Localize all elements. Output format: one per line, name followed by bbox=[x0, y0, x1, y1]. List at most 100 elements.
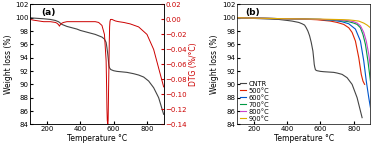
CNTR bbox=[311, 58, 316, 60]
Line: 600°C: 600°C bbox=[237, 18, 370, 108]
CNTR bbox=[293, 21, 297, 23]
CNTR bbox=[268, 18, 273, 20]
600°C bbox=[367, 97, 371, 99]
900°C bbox=[368, 27, 373, 29]
700°C bbox=[352, 22, 356, 24]
500°C bbox=[315, 19, 319, 21]
X-axis label: Temperature °C: Temperature °C bbox=[274, 135, 334, 144]
600°C bbox=[235, 17, 239, 19]
CNTR bbox=[318, 70, 323, 72]
900°C bbox=[302, 18, 306, 20]
700°C bbox=[355, 24, 359, 25]
800°C bbox=[251, 17, 256, 19]
600°C bbox=[361, 60, 366, 62]
800°C bbox=[352, 21, 356, 23]
900°C bbox=[332, 18, 336, 20]
Legend: CNTR, 500°C, 600°C, 700°C, 800°C, 900°C: CNTR, 500°C, 600°C, 700°C, 800°C, 900°C bbox=[239, 80, 270, 122]
700°C bbox=[363, 44, 368, 45]
800°C bbox=[368, 67, 373, 69]
800°C bbox=[235, 17, 239, 19]
900°C bbox=[352, 20, 356, 21]
600°C bbox=[332, 20, 336, 21]
Line: 800°C: 800°C bbox=[237, 18, 370, 68]
CNTR bbox=[321, 71, 326, 73]
500°C bbox=[328, 20, 333, 22]
700°C bbox=[251, 17, 256, 19]
CNTR bbox=[251, 18, 256, 19]
CNTR bbox=[340, 74, 344, 75]
CNTR bbox=[315, 70, 319, 72]
CNTR bbox=[332, 71, 336, 73]
800°C bbox=[302, 18, 306, 20]
Y-axis label: Weight loss (%): Weight loss (%) bbox=[3, 35, 12, 94]
500°C bbox=[353, 40, 358, 42]
CNTR bbox=[296, 22, 301, 23]
CNTR bbox=[314, 70, 319, 71]
Line: CNTR: CNTR bbox=[237, 18, 362, 118]
Y-axis label: DTG (%/°C): DTG (%/°C) bbox=[189, 43, 198, 86]
700°C bbox=[358, 27, 363, 29]
800°C bbox=[355, 22, 359, 24]
X-axis label: Temperature °C: Temperature °C bbox=[67, 135, 127, 144]
500°C bbox=[347, 27, 351, 29]
500°C bbox=[335, 22, 339, 23]
CNTR bbox=[312, 63, 316, 65]
700°C bbox=[347, 21, 351, 23]
600°C bbox=[251, 17, 256, 19]
800°C bbox=[318, 18, 323, 20]
800°C bbox=[268, 18, 273, 19]
900°C bbox=[340, 19, 344, 21]
600°C bbox=[318, 18, 323, 20]
900°C bbox=[356, 20, 361, 22]
800°C bbox=[332, 19, 336, 21]
CNTR bbox=[311, 50, 315, 52]
700°C bbox=[235, 17, 239, 19]
500°C bbox=[285, 18, 289, 20]
Line: 500°C: 500°C bbox=[237, 18, 365, 84]
900°C bbox=[235, 17, 239, 19]
600°C bbox=[364, 80, 369, 82]
CNTR bbox=[290, 20, 294, 22]
500°C bbox=[251, 17, 256, 19]
800°C bbox=[358, 25, 363, 27]
600°C bbox=[353, 28, 358, 30]
CNTR bbox=[309, 42, 313, 43]
CNTR bbox=[306, 30, 310, 32]
CNTR bbox=[360, 117, 364, 119]
700°C bbox=[368, 80, 373, 82]
800°C bbox=[285, 18, 289, 20]
900°C bbox=[285, 18, 289, 20]
700°C bbox=[285, 18, 289, 20]
700°C bbox=[366, 60, 370, 62]
500°C bbox=[321, 20, 326, 21]
600°C bbox=[268, 18, 273, 19]
CNTR bbox=[313, 66, 317, 68]
800°C bbox=[340, 19, 344, 21]
800°C bbox=[347, 20, 351, 22]
700°C bbox=[332, 19, 336, 21]
CNTR bbox=[350, 83, 354, 85]
500°C bbox=[235, 17, 239, 19]
CNTR bbox=[327, 71, 331, 73]
Line: 700°C: 700°C bbox=[237, 18, 370, 81]
600°C bbox=[358, 40, 363, 42]
Line: 900°C: 900°C bbox=[237, 18, 370, 28]
700°C bbox=[268, 18, 273, 19]
900°C bbox=[318, 18, 323, 20]
800°C bbox=[364, 40, 369, 42]
CNTR bbox=[345, 77, 349, 79]
CNTR bbox=[335, 72, 339, 74]
500°C bbox=[268, 18, 273, 19]
CNTR bbox=[243, 17, 248, 19]
Y-axis label: Weight loss (%): Weight loss (%) bbox=[211, 35, 219, 94]
900°C bbox=[251, 17, 256, 19]
CNTR bbox=[276, 18, 281, 20]
CNTR bbox=[355, 97, 359, 99]
800°C bbox=[361, 32, 366, 33]
CNTR bbox=[307, 35, 312, 37]
500°C bbox=[359, 74, 364, 75]
500°C bbox=[302, 18, 306, 20]
500°C bbox=[361, 80, 365, 82]
CNTR bbox=[235, 17, 239, 19]
600°C bbox=[302, 18, 306, 20]
